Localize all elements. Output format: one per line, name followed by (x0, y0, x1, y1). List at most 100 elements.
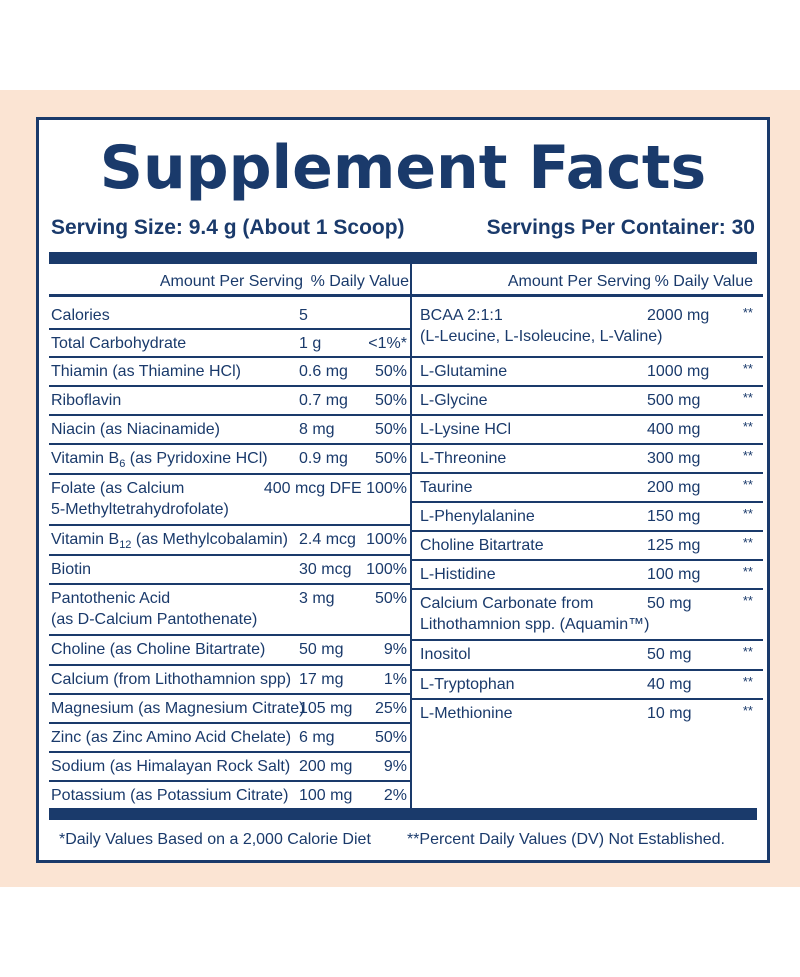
left-row-5-name: Vitamin B6 (as Pyridoxine HCl) (51, 450, 268, 471)
left-row-15-dv: 2% (383, 787, 407, 804)
right-row-0-dv: ** (742, 305, 753, 320)
right-row-0-name: BCAA 2:1:1 (420, 307, 503, 324)
left-row-10-amount: 50 mg (299, 641, 344, 658)
right-row-1-amount: 1000 mg (647, 363, 710, 380)
right-row-5-name: Taurine (420, 479, 473, 496)
left-row-15-amount: 100 mg (299, 787, 353, 804)
right-row-7-amount: 125 mg (647, 537, 701, 554)
right-row-12-amount: 10 mg (647, 705, 692, 722)
left-row-14-rule (49, 780, 410, 782)
left-row-3-name: Riboflavin (51, 392, 122, 409)
left-row-3-rule (49, 414, 410, 416)
right-row-0-rule (412, 356, 763, 358)
left-row-9-name-line2: (as D-Calcium Pantothenate) (51, 611, 258, 628)
right-row-7-dv: ** (742, 535, 753, 550)
right-row-5-amount: 200 mg (647, 479, 701, 496)
right-row-6-name: L-Phenylalanine (420, 508, 535, 525)
left-row-2-dv: 50% (374, 363, 407, 380)
left-row-2-name: Thiamin (as Thiamine HCl) (51, 363, 241, 380)
right-row-4-dv: ** (742, 448, 753, 463)
right-row-9-dv: ** (742, 593, 753, 608)
right-row-7-name: Choline Bitartrate (420, 537, 544, 554)
left-row-11-dv: 1% (383, 671, 407, 688)
footnote-daily-values: *Daily Values Based on a 2,000 Calorie D… (59, 831, 371, 848)
right-row-1-name: L-Glutamine (420, 363, 508, 380)
right-row-4-name: L-Threonine (420, 450, 507, 467)
left-row-3-amount: 0.7 mg (299, 392, 348, 409)
right-row-2-amount: 500 mg (647, 392, 701, 409)
right-row-3-name: L-Lysine HCl (420, 421, 511, 438)
left-row-14-dv: 9% (383, 758, 407, 775)
left-row-6-name: Folate (as Calcium (51, 480, 185, 497)
left-header-amount: Amount Per Serving (159, 273, 303, 290)
left-row-12-amount: 105 mg (299, 700, 353, 717)
right-row-0-name-line2: (L-Leucine, L-Isoleucine, L-Valine) (420, 328, 663, 345)
right-row-8-rule (412, 588, 763, 590)
right-row-7-rule (412, 559, 763, 561)
left-row-6-amount-dv: 400 mcg DFE 100% (263, 480, 407, 497)
left-row-9-rule (49, 634, 410, 636)
left-row-14-amount: 200 mg (299, 758, 353, 775)
left-row-3-dv: 50% (374, 392, 407, 409)
right-row-10-name: Inositol (420, 646, 471, 663)
right-row-1-dv: ** (742, 361, 753, 376)
right-row-9-amount: 50 mg (647, 595, 692, 612)
left-row-11-name: Calcium (from Lithothamnion spp) (51, 671, 292, 688)
left-row-13-dv: 50% (374, 729, 407, 746)
left-row-8-dv: 100% (366, 561, 407, 578)
left-row-5-dv: 50% (374, 450, 407, 467)
left-row-4-amount: 8 mg (299, 421, 335, 438)
right-row-11-rule (412, 698, 763, 700)
right-row-4-rule (412, 472, 763, 474)
supplement-facts-panel: Supplement Facts Serving Size: 9.4 g (Ab… (36, 117, 770, 863)
right-row-4-amount: 300 mg (647, 450, 701, 467)
left-row-6-rule (49, 524, 410, 526)
left-row-12-name: Magnesium (as Magnesium Citrate) (51, 700, 305, 717)
thick-divider-top (49, 252, 757, 264)
right-row-9-name-line2: Lithothamnion spp. (Aquamin™) (420, 616, 650, 633)
left-row-4-rule (49, 443, 410, 445)
left-row-9-amount: 3 mg (299, 590, 335, 607)
left-row-1-dv: <1%* (368, 335, 407, 352)
right-row-0-amount: 2000 mg (647, 307, 710, 324)
right-row-12-name: L-Methionine (420, 705, 513, 722)
left-row-15-name: Potassium (as Potassium Citrate) (51, 787, 289, 804)
left-row-8-amount: 30 mcg (299, 561, 352, 578)
left-row-7-amount: 2.4 mcg (299, 531, 356, 548)
left-row-12-rule (49, 722, 410, 724)
left-row-2-amount: 0.6 mg (299, 363, 348, 380)
right-header-amount: Amount Per Serving (507, 273, 651, 290)
left-row-7-dv: 100% (366, 531, 407, 548)
thick-divider-bottom (49, 808, 757, 820)
left-row-10-dv: 9% (383, 641, 407, 658)
right-row-3-dv: ** (742, 419, 753, 434)
left-row-13-name: Zinc (as Zinc Amino Acid Chelate) (51, 729, 292, 746)
right-row-2-dv: ** (742, 390, 753, 405)
right-row-6-dv: ** (742, 506, 753, 521)
right-row-6-rule (412, 530, 763, 532)
left-row-9-dv: 50% (374, 590, 407, 607)
right-row-5-rule (412, 501, 763, 503)
left-row-7-rule (49, 554, 410, 556)
serving-size: Serving Size: 9.4 g (About 1 Scoop) (51, 216, 405, 239)
right-row-2-rule (412, 414, 763, 416)
right-header-dv: % Daily Value (654, 273, 753, 290)
right-row-3-amount: 400 mg (647, 421, 701, 438)
left-row-12-dv: 25% (374, 700, 407, 717)
right-row-2-name: L-Glycine (420, 392, 488, 409)
left-row-0-rule (49, 328, 410, 330)
right-row-8-amount: 100 mg (647, 566, 701, 583)
left-row-8-rule (49, 583, 410, 585)
servings-per-container: Servings Per Container: 30 (486, 216, 755, 239)
left-row-1-rule (49, 356, 410, 358)
left-header-rule (49, 294, 410, 297)
left-row-5-rule (49, 473, 410, 475)
right-row-11-amount: 40 mg (647, 676, 692, 693)
right-row-11-name: L-Tryptophan (420, 676, 515, 693)
right-row-10-amount: 50 mg (647, 646, 692, 663)
right-row-6-amount: 150 mg (647, 508, 701, 525)
left-row-7-name: Vitamin B12 (as Methylcobalamin) (51, 531, 288, 552)
left-row-6-name-line2: 5-Methyltetrahydrofolate) (51, 501, 229, 518)
right-row-10-rule (412, 669, 763, 671)
right-header-rule (412, 294, 763, 297)
